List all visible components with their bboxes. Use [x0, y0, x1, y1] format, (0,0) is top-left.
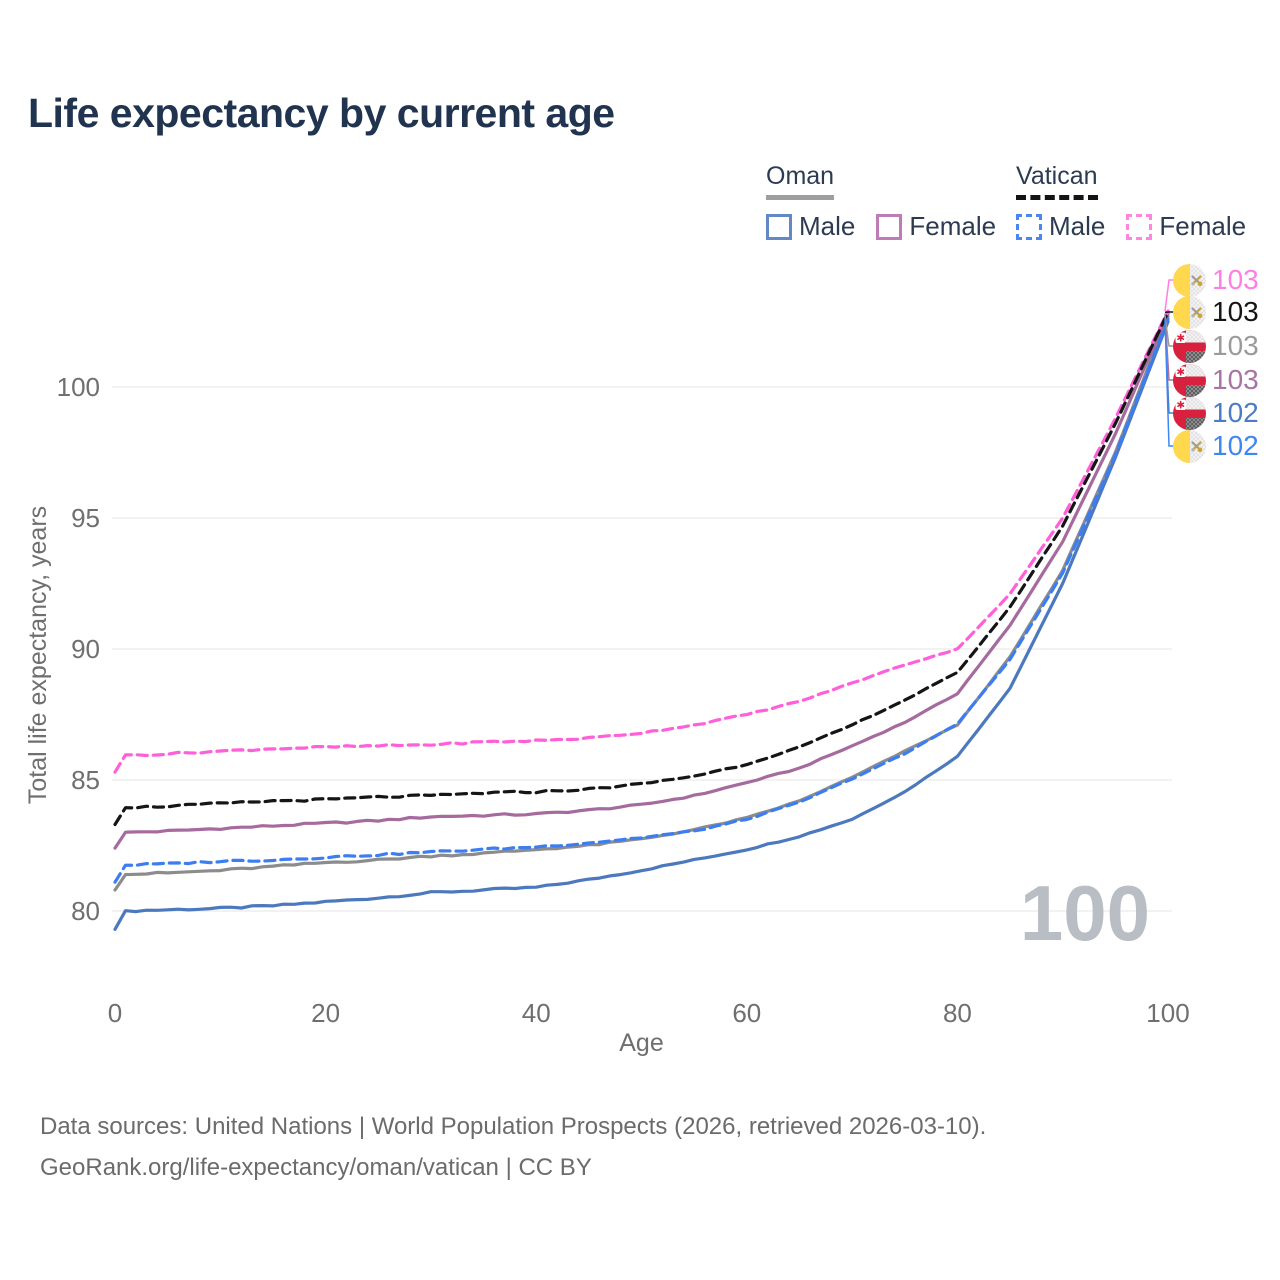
series-line-vatican-female[interactable]: [113, 309, 1170, 774]
oman-female-swatch-icon: [876, 213, 903, 240]
legend-row-oman: Male Female: [766, 211, 1017, 242]
series-line-oman-male[interactable]: [113, 319, 1170, 931]
oman-male-swatch-icon: [766, 213, 792, 240]
end-label-value: 103: [1212, 364, 1259, 395]
end-label-value: 103: [1212, 264, 1259, 295]
vatican-flag-icon: [1173, 429, 1206, 463]
age-watermark: 100: [1020, 869, 1150, 957]
end-label-oman-both: 103: [1173, 329, 1259, 363]
series-line-vatican-both[interactable]: [113, 310, 1170, 827]
legend-country-vatican[interactable]: Vatican: [1016, 162, 1098, 200]
end-label-vatican-both: 103: [1173, 295, 1259, 329]
end-label-vatican-female: 103: [1173, 263, 1259, 297]
series-line-oman-female[interactable]: [113, 312, 1170, 850]
footer-attribution: GeoRank.org/life-expectancy/oman/vatican…: [40, 1154, 592, 1181]
end-label-value: 103: [1212, 296, 1259, 327]
legend-label: Male: [1049, 211, 1106, 241]
series-line-vatican-male[interactable]: [113, 317, 1170, 884]
oman-flag-icon: [1173, 396, 1206, 430]
legend-item-vatican-female[interactable]: Female: [1126, 211, 1246, 242]
legend-label: Female: [1159, 211, 1247, 241]
legend-item-vatican-male[interactable]: Male: [1016, 211, 1105, 242]
vatican-male-swatch-icon: [1016, 213, 1042, 240]
oman-flag-icon: [1173, 329, 1206, 363]
y-tick-95: 95: [71, 503, 100, 533]
end-label-oman-female: 103: [1173, 363, 1259, 397]
vatican-flag-icon: [1173, 263, 1206, 297]
vatican-female-swatch-icon: [1126, 213, 1153, 240]
y-tick-90: 90: [71, 634, 100, 664]
end-label-value: 103: [1212, 330, 1259, 361]
end-label-vatican-male: 102: [1173, 429, 1259, 463]
x-axis-label: Age: [619, 1029, 663, 1057]
y-axis-label: Total life expectancy, years: [24, 506, 52, 804]
y-tick-80: 80: [71, 896, 100, 926]
end-label-value: 102: [1212, 397, 1259, 428]
x-tick-20: 20: [311, 998, 340, 1028]
legend-country-oman[interactable]: Oman: [766, 162, 835, 200]
x-tick-0: 0: [108, 998, 122, 1028]
footer-sources: Data sources: United Nations | World Pop…: [40, 1113, 987, 1140]
x-tick-100: 100: [1146, 998, 1189, 1028]
oman-flag-icon: [1173, 363, 1206, 397]
legend-item-oman-female[interactable]: Female: [876, 211, 996, 242]
x-tick-80: 80: [943, 998, 972, 1028]
x-tick-40: 40: [522, 998, 551, 1028]
legend-label: Male: [799, 211, 856, 241]
legend-row-vatican: Male Female: [1016, 211, 1267, 242]
end-label-value: 102: [1212, 430, 1259, 461]
legend-item-oman-male[interactable]: Male: [766, 211, 855, 242]
x-tick-60: 60: [732, 998, 761, 1028]
footer: Data sources: United Nations | World Pop…: [40, 1106, 986, 1188]
legend-group-vatican: Vatican Male Female: [1016, 162, 1267, 242]
y-tick-85: 85: [71, 765, 100, 795]
legend-group-oman: Oman Male Female: [766, 162, 1017, 242]
legend-label: Female: [909, 211, 997, 241]
end-label-oman-male: 102: [1173, 396, 1259, 430]
chart-title: Life expectancy by current age: [28, 90, 615, 136]
y-tick-100: 100: [57, 372, 100, 402]
vatican-flag-icon: [1173, 295, 1206, 329]
